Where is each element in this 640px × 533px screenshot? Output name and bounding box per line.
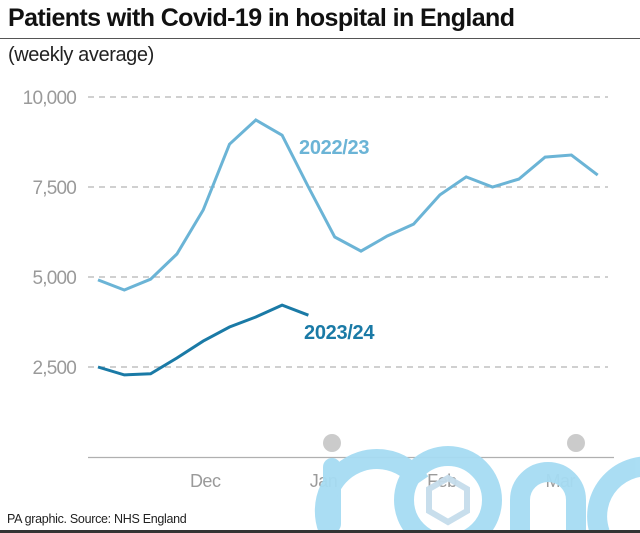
chart-subtitle: (weekly average) <box>8 44 154 66</box>
footer-divider <box>0 530 640 533</box>
gridlines <box>88 96 608 368</box>
series-label-2022-23: 2022/23 <box>299 137 369 159</box>
title-divider <box>0 38 640 39</box>
series-lines <box>97 118 599 377</box>
y-tick-label: 7,500 <box>32 178 76 199</box>
series-line-2022-23 <box>97 118 599 292</box>
x-tick-label-jan: Jan <box>310 471 338 491</box>
x-tick-label-dec: Dec <box>190 471 221 491</box>
x-tick-label-mar: Mar <box>546 471 576 491</box>
x-axis-tick-labels: Dec Jan Feb Mar <box>190 471 576 491</box>
y-tick-label: 2,500 <box>32 358 76 379</box>
series-labels: 2022/23 2023/24 <box>299 137 376 344</box>
series-label-2023-24: 2023/24 <box>304 322 375 344</box>
chart-title: Patients with Covid-19 in hospital in En… <box>8 4 515 32</box>
x-tick-label-feb: Feb <box>427 471 457 491</box>
y-tick-label: 10,000 <box>23 88 77 109</box>
source-footnote: PA graphic. Source: NHS England <box>7 512 187 526</box>
series-line-2023-24 <box>97 303 309 377</box>
y-axis-tick-labels: 2,500 5,000 7,500 10,000 <box>23 88 77 379</box>
y-tick-label: 5,000 <box>32 268 76 289</box>
